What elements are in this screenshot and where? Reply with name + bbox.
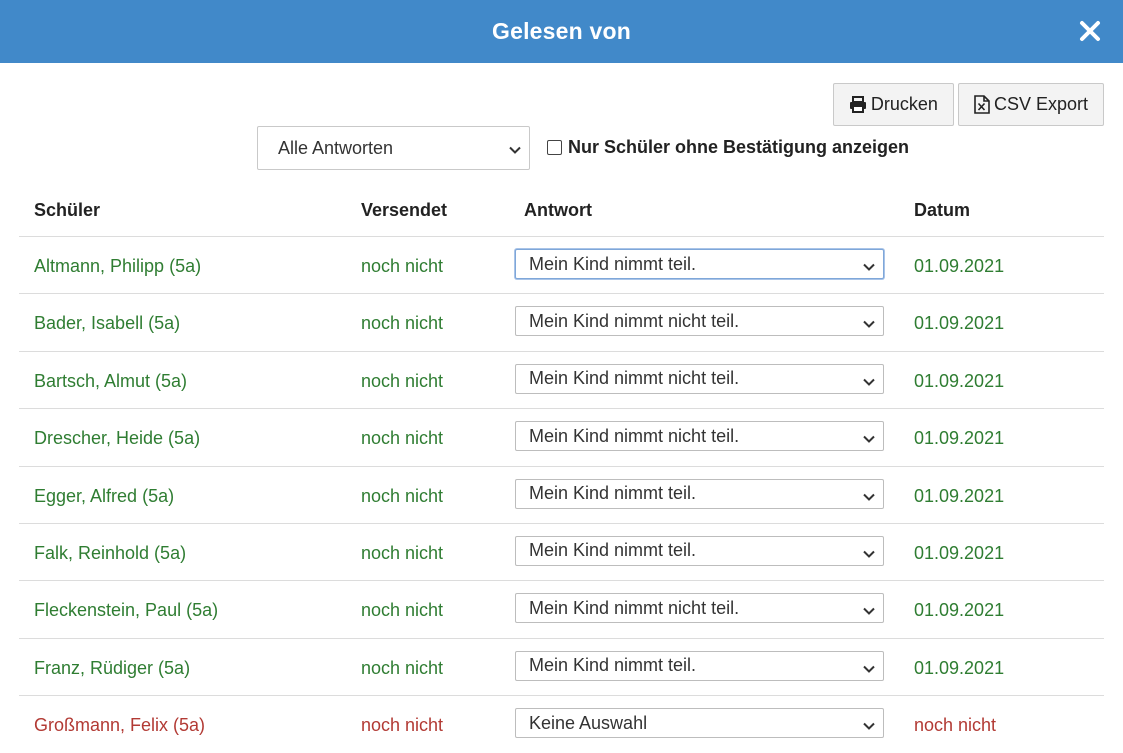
answer-date: 01.09.2021 bbox=[914, 657, 1005, 678]
student-name: Egger, Alfred (5a) bbox=[34, 485, 175, 506]
toolbar: Drucken CSV Export bbox=[832, 83, 1104, 126]
dialog-title: Gelesen von bbox=[492, 18, 631, 44]
print-button[interactable]: Drucken bbox=[832, 83, 954, 126]
answer-select[interactable]: Mein Kind nimmt nicht teil. bbox=[515, 306, 884, 337]
chevron-down-icon bbox=[862, 602, 876, 623]
answer-select[interactable]: Mein Kind nimmt teil. bbox=[515, 535, 884, 566]
chevron-down-icon bbox=[862, 660, 876, 681]
answer-select[interactable]: Mein Kind nimmt teil. bbox=[515, 650, 884, 681]
close-icon[interactable] bbox=[1077, 18, 1103, 44]
column-header-answer: Antwort bbox=[524, 200, 592, 220]
student-name: Fleckenstein, Paul (5a) bbox=[34, 600, 219, 621]
answer-select[interactable]: Mein Kind nimmt nicht teil. bbox=[515, 363, 884, 394]
only-unconfirmed-label: Nur Schüler ohne Bestätigung anzeigen bbox=[568, 137, 910, 157]
table-body: Altmann, Philipp (5a) noch nicht Mein Kind… bbox=[19, 237, 1104, 753]
sent-status: noch nicht bbox=[361, 657, 444, 678]
answer-filter-value: Alle Antworten bbox=[278, 137, 394, 158]
answer-select-value: Mein Kind nimmt nicht teil. bbox=[529, 425, 740, 446]
answer-select-value: Mein Kind nimmt nicht teil. bbox=[529, 310, 740, 331]
table-row: Drescher, Heide (5a) noch nicht Mein Kind … bbox=[19, 409, 1104, 467]
dialog-header: Gelesen von bbox=[0, 0, 1123, 63]
chevron-down-icon bbox=[508, 141, 522, 162]
answer-select[interactable]: Keine Auswahl bbox=[515, 708, 884, 739]
recipients-table: Schüler Versendet Antwort Datum Altmann,… bbox=[19, 180, 1104, 753]
student-name: Drescher, Heide (5a) bbox=[34, 428, 201, 449]
answer-select-value: Mein Kind nimmt nicht teil. bbox=[529, 597, 740, 618]
sent-status: noch nicht bbox=[361, 370, 444, 391]
answer-select-value: Mein Kind nimmt teil. bbox=[529, 540, 697, 561]
chevron-down-icon bbox=[862, 717, 876, 738]
answer-select-value: Mein Kind nimmt teil. bbox=[529, 483, 697, 504]
student-name: Altmann, Philipp (5a) bbox=[34, 256, 202, 276]
answer-select-value: Keine Auswahl bbox=[529, 712, 648, 733]
printer-icon bbox=[849, 96, 867, 113]
sent-status: noch nicht bbox=[361, 428, 444, 449]
column-header-sent: Versendet bbox=[361, 200, 448, 220]
answer-date: 01.09.2021 bbox=[914, 313, 1005, 334]
only-unconfirmed-toggle[interactable]: Nur Schüler ohne Bestätigung anzeigen bbox=[547, 137, 909, 158]
answer-select[interactable]: Mein Kind nimmt teil. bbox=[515, 478, 884, 509]
chevron-down-icon bbox=[862, 258, 876, 279]
table-row: Altmann, Philipp (5a) noch nicht Mein Kind… bbox=[19, 237, 1104, 295]
answer-select-value: Mein Kind nimmt teil. bbox=[529, 655, 697, 676]
chevron-down-icon bbox=[862, 545, 876, 566]
column-header-date: Datum bbox=[914, 200, 971, 220]
answer-select-value: Mein Kind nimmt teil. bbox=[529, 253, 697, 274]
student-name: Franz, Rüdiger (5a) bbox=[34, 657, 191, 678]
answer-date: noch nicht bbox=[914, 715, 997, 736]
sent-status: noch nicht bbox=[361, 600, 444, 621]
table-row: Großmann, Felix (5a) noch nicht Keine Ausw… bbox=[19, 696, 1104, 753]
chevron-down-icon bbox=[862, 315, 876, 336]
answer-select[interactable]: Mein Kind nimmt nicht teil. bbox=[515, 593, 884, 624]
sent-status: noch nicht bbox=[361, 542, 444, 563]
chevron-down-icon bbox=[862, 488, 876, 509]
student-name: Großmann, Felix (5a) bbox=[34, 715, 206, 736]
table-row: Falk, Reinhold (5a) noch nicht Mein Kind n… bbox=[19, 524, 1104, 582]
answer-select-value: Mein Kind nimmt nicht teil. bbox=[529, 368, 740, 389]
excel-file-icon bbox=[974, 95, 990, 114]
student-name: Bader, Isabell (5a) bbox=[34, 313, 181, 334]
answer-filter-select[interactable]: Alle Antworten bbox=[257, 126, 530, 170]
csv-export-label: CSV Export bbox=[993, 94, 1088, 114]
answer-date: 01.09.2021 bbox=[914, 485, 1005, 506]
answer-date: 01.09.2021 bbox=[914, 600, 1005, 621]
only-unconfirmed-checkbox[interactable] bbox=[547, 140, 562, 155]
sent-status: noch nicht bbox=[361, 313, 444, 334]
csv-export-button[interactable]: CSV Export bbox=[957, 83, 1104, 126]
table-row: Bader, Isabell (5a) noch nicht Mein Kind n… bbox=[19, 294, 1104, 352]
print-button-label: Drucken bbox=[870, 94, 938, 114]
chevron-down-icon bbox=[862, 430, 876, 451]
chevron-down-icon bbox=[862, 373, 876, 394]
sent-status: noch nicht bbox=[361, 715, 444, 736]
table-row: Franz, Rüdiger (5a) noch nicht Mein Kind n… bbox=[19, 639, 1104, 697]
answer-date: 01.09.2021 bbox=[914, 542, 1005, 563]
answer-select[interactable]: Mein Kind nimmt teil. bbox=[515, 249, 884, 279]
sent-status: noch nicht bbox=[361, 485, 444, 506]
sent-status: noch nicht bbox=[361, 256, 444, 276]
student-name: Bartsch, Almut (5a) bbox=[34, 370, 188, 391]
student-name: Falk, Reinhold (5a) bbox=[34, 542, 187, 563]
answer-date: 01.09.2021 bbox=[914, 428, 1005, 449]
table-row: Fleckenstein, Paul (5a) noch nicht Mein Ki… bbox=[19, 581, 1104, 639]
table-header: Schüler Versendet Antwort Datum bbox=[19, 180, 1104, 237]
table-row: Egger, Alfred (5a) noch nicht Mein Kind ni… bbox=[19, 467, 1104, 524]
table-row: Bartsch, Almut (5a) noch nicht Mein Kind n… bbox=[19, 352, 1104, 410]
answer-date: 01.09.2021 bbox=[914, 370, 1005, 391]
answer-date: 01.09.2021 bbox=[914, 256, 1005, 276]
answer-select[interactable]: Mein Kind nimmt nicht teil. bbox=[515, 421, 884, 452]
column-header-student: Schüler bbox=[34, 200, 101, 220]
